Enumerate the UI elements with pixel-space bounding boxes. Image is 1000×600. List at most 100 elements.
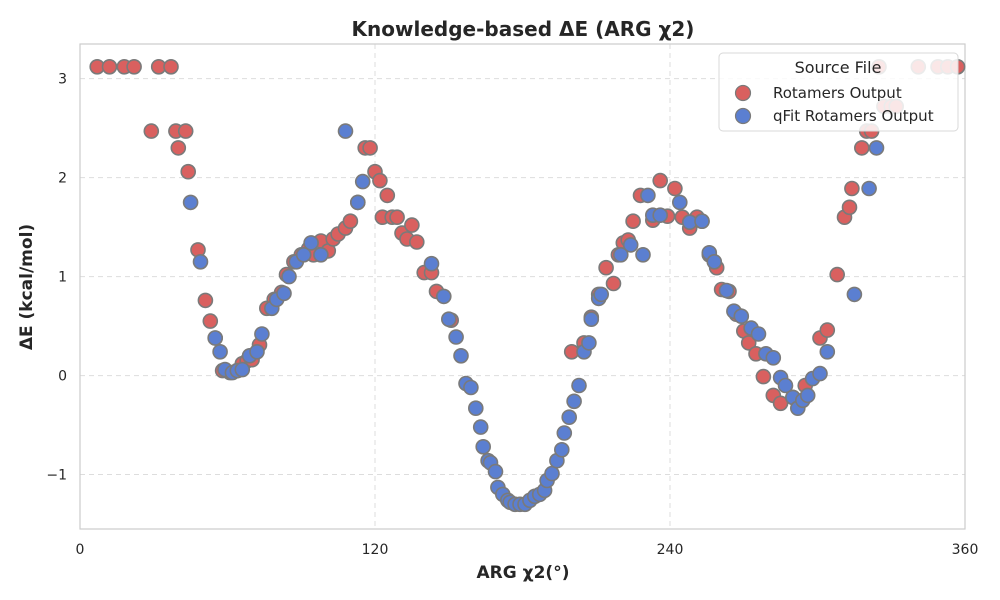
data-point xyxy=(101,59,118,75)
y-tick-label: −1 xyxy=(46,468,67,484)
y-tick-labels: −1 0 1 2 3 xyxy=(46,72,67,484)
data-point xyxy=(598,259,614,276)
legend-box xyxy=(718,52,959,132)
data-point xyxy=(819,322,836,338)
data-point xyxy=(853,140,870,156)
data-point xyxy=(605,275,622,292)
data-point xyxy=(192,253,209,270)
data-point xyxy=(652,172,669,189)
data-point xyxy=(706,253,723,270)
legend: Source File Rotamers Output qFit Rotamer… xyxy=(718,52,959,132)
data-point xyxy=(566,393,582,410)
data-point xyxy=(553,441,570,458)
data-point xyxy=(561,409,578,426)
data-point xyxy=(202,313,219,329)
data-point xyxy=(126,59,142,75)
data-point xyxy=(593,286,610,303)
data-point xyxy=(635,247,651,263)
data-point xyxy=(667,180,683,197)
data-point xyxy=(180,163,196,180)
data-point xyxy=(404,217,420,233)
data-point xyxy=(212,343,228,360)
data-point xyxy=(342,213,359,229)
x-tick-label: 360 xyxy=(952,542,979,558)
series-qfit xyxy=(182,123,885,513)
data-point xyxy=(197,292,214,309)
y-tick-label: 2 xyxy=(58,171,67,187)
legend-marker-qfit xyxy=(734,107,752,125)
data-point xyxy=(652,207,669,223)
data-point xyxy=(755,368,772,385)
data-point xyxy=(234,361,251,378)
data-point xyxy=(475,438,492,455)
x-tick-label: 120 xyxy=(362,542,389,558)
data-point xyxy=(472,419,489,435)
data-point xyxy=(772,395,789,412)
data-point xyxy=(556,425,573,441)
legend-title: Source File xyxy=(795,58,882,77)
data-point xyxy=(846,286,863,303)
data-point xyxy=(740,335,757,351)
data-point xyxy=(777,377,794,394)
data-point xyxy=(177,123,194,139)
data-point xyxy=(487,463,504,480)
legend-label-rotamers: Rotamers Output xyxy=(773,84,902,102)
data-point xyxy=(765,349,782,366)
data-point xyxy=(448,329,464,345)
data-point xyxy=(544,465,560,482)
data-point xyxy=(671,194,688,211)
data-point xyxy=(313,247,329,263)
data-point xyxy=(612,247,629,263)
data-point xyxy=(829,266,846,283)
legend-marker-rotamers xyxy=(734,84,752,102)
data-points xyxy=(89,59,966,513)
data-point xyxy=(303,235,319,251)
x-axis-label: ARG χ2(°) xyxy=(477,563,570,583)
data-point xyxy=(423,255,440,272)
data-point xyxy=(276,285,292,302)
plot-frame xyxy=(79,43,966,530)
x-tick-label: 0 xyxy=(76,542,85,558)
data-point xyxy=(349,194,366,211)
data-point xyxy=(581,335,597,351)
y-axis-label: ΔE (kcal/mol) xyxy=(17,224,37,350)
data-point xyxy=(281,268,297,285)
data-point xyxy=(337,123,354,139)
data-point xyxy=(163,59,179,75)
x-tick-labels: 0 120 240 360 xyxy=(76,542,979,558)
data-point xyxy=(143,123,160,139)
data-point xyxy=(841,199,858,216)
data-point xyxy=(372,172,388,189)
y-tick-label: 0 xyxy=(58,369,67,385)
data-point xyxy=(583,311,600,328)
data-point xyxy=(170,140,187,156)
data-point xyxy=(408,234,425,250)
data-point xyxy=(254,326,270,342)
data-point xyxy=(622,237,639,253)
data-point xyxy=(362,140,378,156)
y-tick-label: 3 xyxy=(58,72,67,88)
data-point xyxy=(295,247,312,263)
data-point xyxy=(453,347,469,364)
data-point xyxy=(812,365,828,382)
data-point xyxy=(571,377,587,394)
data-point xyxy=(844,180,860,197)
data-point xyxy=(868,140,885,156)
y-tick-label: 1 xyxy=(58,270,67,286)
data-point xyxy=(799,387,816,404)
data-point xyxy=(861,180,877,197)
data-point xyxy=(733,308,750,325)
data-point xyxy=(379,187,396,204)
data-point xyxy=(207,330,223,346)
data-point xyxy=(640,187,656,204)
data-point xyxy=(819,343,836,360)
legend-label-qfit: qFit Rotamers Output xyxy=(773,107,934,125)
data-point xyxy=(435,288,452,305)
data-point xyxy=(694,213,710,229)
data-point xyxy=(249,343,265,360)
data-point xyxy=(182,194,199,211)
data-point xyxy=(750,326,767,342)
data-point xyxy=(467,400,484,417)
